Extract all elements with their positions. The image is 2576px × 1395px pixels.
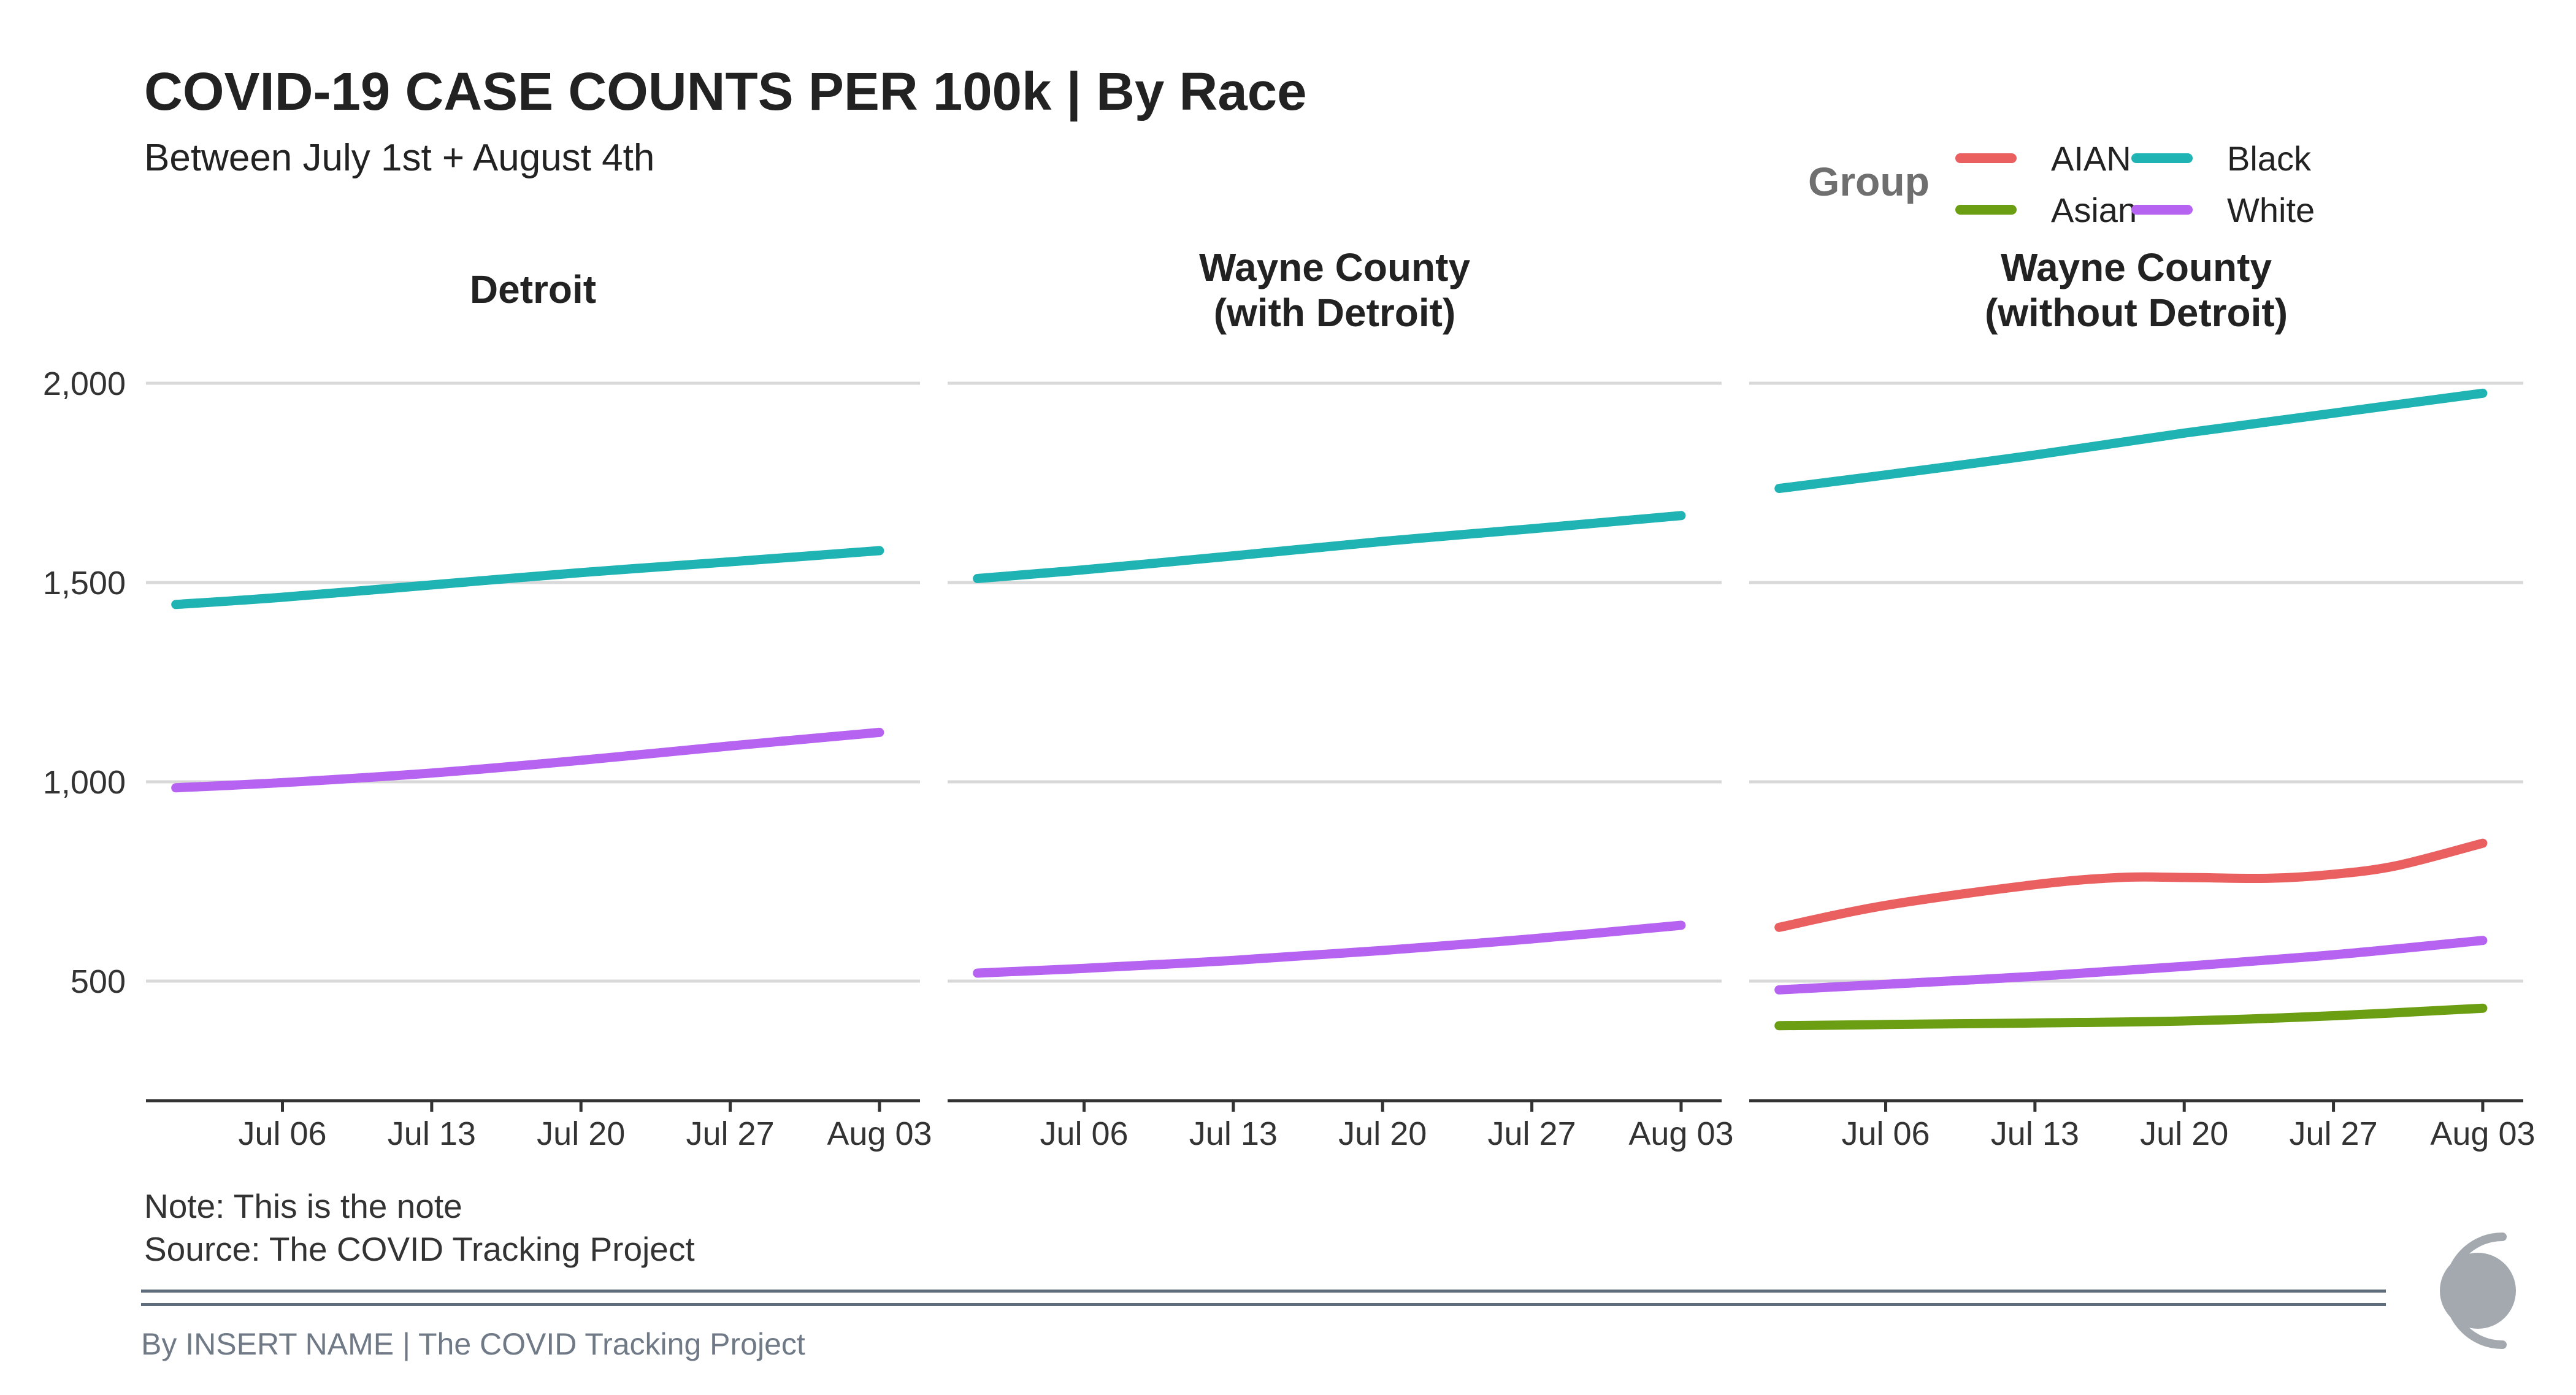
panel-title: Wayne County	[2001, 245, 2272, 289]
x-tick-label: Jul 13	[388, 1115, 476, 1152]
legend-label-aian: AIAN	[2051, 139, 2131, 178]
legend-key-white	[2131, 205, 2193, 215]
x-tick-label: Jul 06	[238, 1115, 326, 1152]
x-tick-label: Jul 13	[1189, 1115, 1278, 1152]
x-tick-label: Jul 20	[1338, 1115, 1427, 1152]
series-line-white	[973, 920, 1686, 978]
legend-key-asian	[1955, 205, 2017, 215]
y-tick-label: 2,000	[43, 365, 126, 402]
chart-source: Source: The COVID Tracking Project	[144, 1230, 695, 1268]
series-line-white	[1774, 936, 2488, 995]
series-line-asian	[1774, 1003, 2488, 1031]
series-line-aian	[1774, 838, 2488, 932]
x-tick-label: Jul 27	[2290, 1115, 2378, 1152]
x-tick-label: Aug 03	[1628, 1115, 1733, 1152]
series-line-black	[973, 511, 1686, 583]
x-tick-label: Jul 20	[537, 1115, 625, 1152]
footer-rule-top	[141, 1290, 2386, 1293]
legend-key-aian	[1955, 153, 2017, 163]
chart-note: Note: This is the note	[144, 1187, 462, 1225]
legend-entry-asian: Asian	[1955, 185, 2137, 234]
panel-title: (without Detroit)	[1985, 291, 2288, 335]
legend-label-black: Black	[2227, 139, 2311, 178]
panel-title: Detroit	[470, 267, 596, 311]
legend-title: Group	[1808, 159, 1930, 204]
y-tick-label: 500	[71, 963, 126, 1000]
chart-title: COVID-19 CASE COUNTS PER 100k | By Race	[144, 62, 1307, 121]
x-tick-label: Aug 03	[2430, 1115, 2535, 1152]
legend-entry-white: White	[2131, 185, 2315, 234]
legend-entry-black: Black	[2131, 134, 2311, 183]
series-line-black	[171, 546, 884, 610]
legend-key-black	[2131, 153, 2193, 163]
y-tick-label: 1,500	[43, 565, 126, 602]
panel-title: (with Detroit)	[1214, 291, 1456, 335]
logo-disc	[2440, 1253, 2516, 1329]
legend-label-white: White	[2227, 190, 2315, 229]
legend-entry-aian: AIAN	[1955, 134, 2131, 183]
x-tick-label: Jul 13	[1991, 1115, 2079, 1152]
y-tick-label: 1,000	[43, 764, 126, 801]
footer-rule-bottom	[141, 1303, 2386, 1306]
faceted-line-chart: 500 1,000 1,500 2,000 Detroit Jul 06 Jul 13 Jul…	[43, 245, 2536, 1152]
series-line-white	[171, 727, 884, 793]
x-tick-label: Jul 06	[1841, 1115, 1930, 1152]
legend-label-asian: Asian	[2051, 190, 2137, 229]
x-tick-label: Jul 27	[1488, 1115, 1576, 1152]
x-tick-label: Jul 20	[2140, 1115, 2228, 1152]
x-tick-label: Jul 27	[686, 1115, 775, 1152]
footer-credit: By INSERT NAME | The COVID Tracking Proj…	[141, 1327, 805, 1361]
panel-title: Wayne County	[1199, 245, 1471, 289]
covid-tracking-project-logo-icon	[2440, 1233, 2516, 1349]
series-line-black	[1774, 388, 2488, 494]
chart-subtitle: Between July 1st + August 4th	[144, 137, 655, 179]
x-tick-label: Aug 03	[827, 1115, 932, 1152]
x-tick-label: Jul 06	[1040, 1115, 1128, 1152]
